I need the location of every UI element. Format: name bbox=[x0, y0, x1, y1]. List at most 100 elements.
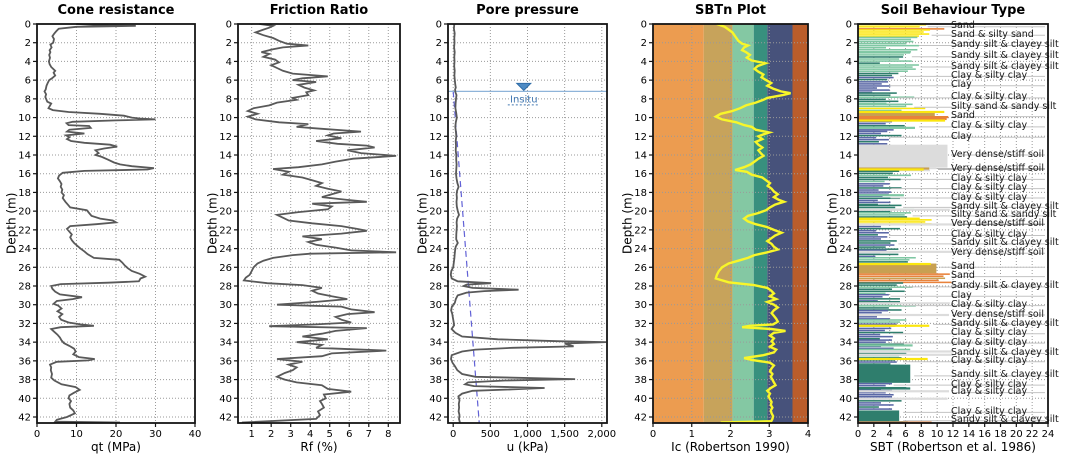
depth-tick-label: 34 bbox=[219, 338, 232, 349]
soil-type-label: Clay & silty clay bbox=[951, 299, 1028, 311]
x-tick-label: 8 bbox=[918, 429, 924, 440]
depth-tick-label: 36 bbox=[429, 356, 442, 367]
soil-type-label: Very dense/stiff soil bbox=[951, 308, 1044, 320]
soil-type-label: Very dense/stiff soil bbox=[951, 217, 1044, 229]
soil-type-label: Sandy silt & clayey silt bbox=[951, 317, 1059, 329]
u-trace bbox=[449, 23, 607, 423]
soil-type-label: Clay & silty clay bbox=[951, 386, 1028, 398]
panel-3: 0 1 2 3 402468101214161820222426283032343638… bbox=[634, 20, 811, 441]
depth-tick-label: 38 bbox=[429, 375, 442, 386]
depth-tick-label: 22 bbox=[18, 225, 31, 236]
Rf-trace bbox=[241, 23, 397, 424]
soil-type-label: Clay & silty clay bbox=[951, 378, 1028, 390]
depth-tick-label: 28 bbox=[429, 282, 442, 293]
x-tick-label: 1 bbox=[248, 429, 254, 440]
depth-tick-label: 20 bbox=[839, 207, 852, 218]
depth-tick-label: 24 bbox=[429, 244, 442, 255]
axis-ticks: 1 2 3 4 5 6 7 802468101214161820222426283032343… bbox=[219, 20, 391, 441]
x-tick-label: 20 bbox=[1010, 429, 1023, 440]
x-tick-label: 5 bbox=[327, 429, 333, 440]
soil-type-label: Sand bbox=[951, 110, 975, 122]
depth-tick-label: 30 bbox=[839, 300, 852, 311]
depth-tick-label: 8 bbox=[436, 94, 442, 105]
depth-tick-label: 0 bbox=[641, 20, 647, 31]
depth-tick-label: 42 bbox=[634, 413, 647, 424]
depth-tick-label: 8 bbox=[846, 94, 852, 105]
x-tick-label: 20 bbox=[110, 429, 123, 440]
depth-tick-label: 24 bbox=[219, 244, 232, 255]
y-axis-label-depth-5: Depth (m) bbox=[825, 192, 840, 255]
x-tick-label: 3 bbox=[288, 429, 294, 440]
soil-type-label: Sandy silt & clayey silt bbox=[951, 50, 1059, 62]
x-tick-label: 10 bbox=[931, 429, 944, 440]
depth-tick-label: 36 bbox=[634, 356, 647, 367]
depth-tick-label: 2 bbox=[436, 38, 442, 49]
axis-ticks: 0 1 2 3 402468101214161820222426283032343638… bbox=[634, 20, 811, 441]
hydrostatic-line bbox=[452, 91, 480, 423]
depth-tick-label: 40 bbox=[839, 394, 852, 405]
label-leader-lines bbox=[888, 26, 1045, 422]
grid-lines bbox=[238, 24, 400, 423]
soil-type-label: Clay bbox=[951, 130, 972, 142]
soil-type-label: Clay & silty clay bbox=[951, 336, 1028, 348]
depth-tick-label: 32 bbox=[219, 319, 232, 330]
depth-tick-label: 26 bbox=[18, 263, 31, 274]
depth-tick-label: 28 bbox=[634, 282, 647, 293]
x-axis-label-ic: Ic (Robertson 1990) bbox=[671, 440, 790, 454]
depth-tick-label: 18 bbox=[219, 188, 232, 199]
depth-tick-label: 32 bbox=[634, 319, 647, 330]
sbt-bars bbox=[858, 24, 956, 424]
x-tick-label: 10 bbox=[70, 429, 83, 440]
soil-type-label: Very dense/stiff soil bbox=[951, 162, 1044, 174]
depth-tick-label: 6 bbox=[641, 76, 647, 87]
depth-tick-label: 30 bbox=[219, 300, 232, 311]
soil-type-label: Clay & silty clay bbox=[951, 228, 1028, 240]
depth-tick-label: 26 bbox=[634, 263, 647, 274]
grid-lines bbox=[653, 24, 808, 423]
x-tick-label: 4 bbox=[886, 429, 892, 440]
depth-tick-label: 14 bbox=[634, 151, 647, 162]
depth-tick-label: 20 bbox=[18, 207, 31, 218]
depth-tick-label: 0 bbox=[226, 20, 232, 31]
x-tick-label: 1 bbox=[689, 429, 695, 440]
x-tick-label: 8 bbox=[385, 429, 391, 440]
axis-ticks: 0 10 20 30 400246810121416182022242628303234… bbox=[18, 20, 201, 441]
depth-tick-label: 24 bbox=[18, 244, 31, 255]
depth-tick-label: 16 bbox=[634, 169, 647, 180]
y-axis-label-depth-4: Depth (m) bbox=[620, 192, 635, 255]
depth-tick-label: 38 bbox=[18, 375, 31, 386]
depth-tick-label: 42 bbox=[429, 413, 442, 424]
soil-type-label: Very dense/stiff soil bbox=[951, 246, 1044, 258]
panel-0: 0 10 20 30 400246810121416182022242628303234… bbox=[18, 20, 201, 441]
depth-tick-label: 2 bbox=[226, 38, 232, 49]
depth-tick-label: 8 bbox=[226, 94, 232, 105]
panel-title-friction-ratio: Friction Ratio bbox=[269, 3, 369, 18]
depth-tick-label: 18 bbox=[18, 188, 31, 199]
panel-4: 0 2 4 6 8 10 12 14 16 18 20 22 240246810121416182022… bbox=[839, 20, 1054, 441]
depth-tick-label: 20 bbox=[634, 207, 647, 218]
depth-tick-label: 8 bbox=[25, 94, 31, 105]
y-axis-label-depth-2: Depth (m) bbox=[205, 192, 220, 255]
depth-tick-label: 10 bbox=[429, 113, 442, 124]
soil-type-label: Sand bbox=[951, 20, 975, 32]
x-tick-label: 1,500 bbox=[550, 429, 579, 440]
depth-tick-label: 14 bbox=[18, 151, 31, 162]
depth-tick-label: 4 bbox=[25, 57, 31, 68]
soil-type-label: Sand bbox=[951, 260, 975, 272]
depth-tick-label: 32 bbox=[18, 319, 31, 330]
soil-type-label: Clay & silty clay bbox=[951, 191, 1028, 203]
x-tick-label: 12 bbox=[947, 429, 960, 440]
depth-tick-label: 2 bbox=[25, 38, 31, 49]
x-tick-label: 4 bbox=[307, 429, 313, 440]
depth-tick-label: 24 bbox=[839, 244, 852, 255]
depth-tick-label: 22 bbox=[219, 225, 232, 236]
x-tick-label: 3 bbox=[766, 429, 772, 440]
depth-tick-label: 0 bbox=[436, 20, 442, 31]
x-tick-label: 0 bbox=[450, 429, 456, 440]
depth-tick-label: 36 bbox=[839, 356, 852, 367]
depth-tick-label: 18 bbox=[839, 188, 852, 199]
x-axis-label-qt: qt (MPa) bbox=[91, 440, 141, 454]
